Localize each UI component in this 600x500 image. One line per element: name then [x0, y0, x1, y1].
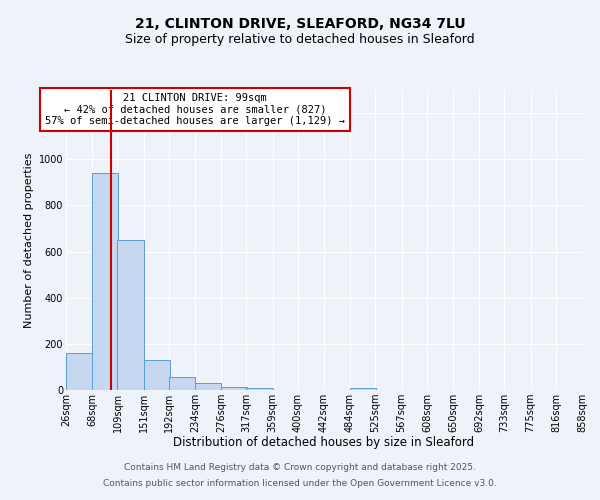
Text: Contains public sector information licensed under the Open Government Licence v3: Contains public sector information licen… [103, 478, 497, 488]
X-axis label: Distribution of detached houses by size in Sleaford: Distribution of detached houses by size … [173, 436, 475, 450]
Bar [92, 173, 118, 390]
Bar [195, 383, 221, 390]
Bar [143, 360, 170, 390]
Bar [221, 387, 247, 390]
Text: 21, CLINTON DRIVE, SLEAFORD, NG34 7LU: 21, CLINTON DRIVE, SLEAFORD, NG34 7LU [134, 18, 466, 32]
Y-axis label: Number of detached properties: Number of detached properties [25, 152, 34, 328]
Bar [350, 388, 376, 390]
Bar [169, 378, 195, 390]
Text: Contains HM Land Registry data © Crown copyright and database right 2025.: Contains HM Land Registry data © Crown c… [124, 464, 476, 472]
Bar [247, 388, 272, 390]
Text: Size of property relative to detached houses in Sleaford: Size of property relative to detached ho… [125, 32, 475, 46]
Bar [66, 353, 92, 390]
Text: 21 CLINTON DRIVE: 99sqm
← 42% of detached houses are smaller (827)
57% of semi-d: 21 CLINTON DRIVE: 99sqm ← 42% of detache… [45, 93, 345, 126]
Bar [118, 240, 143, 390]
